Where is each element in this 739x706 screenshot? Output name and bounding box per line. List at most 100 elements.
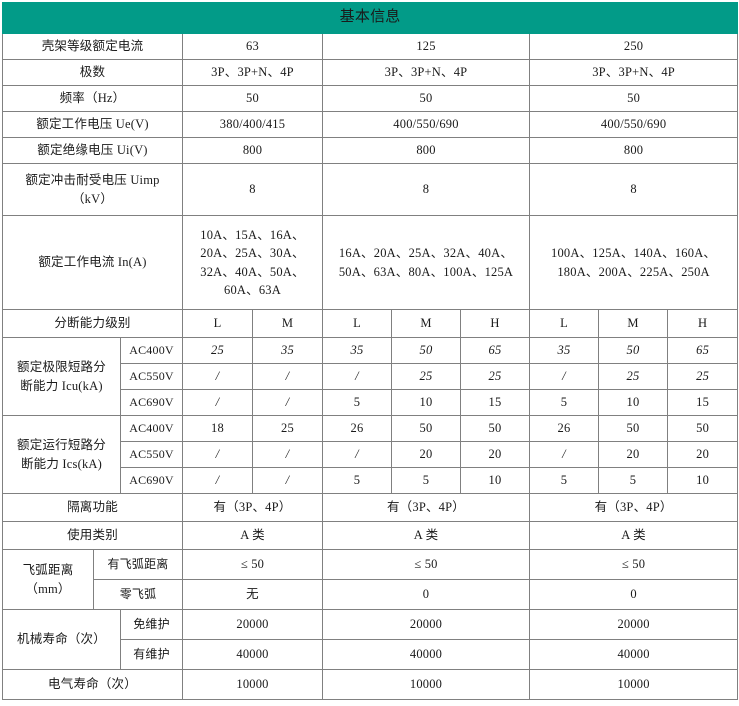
table-row-ics-ac400v: 额定运行短路分 断能力 Ics(kA) AC400V 18 25 26 50 5…: [2, 415, 739, 494]
cell-utilization-125: A 类: [322, 521, 530, 550]
cell-ics-ac550v-4: 20: [460, 441, 530, 468]
cell-mech-life-free-250: 20000: [528, 609, 739, 640]
cell-icu-ac690v-4: 15: [460, 389, 530, 416]
page-title: 基本信息: [1, 2, 739, 34]
cell-mech-life-maintained-63: 40000: [182, 639, 323, 670]
table-row-isolation: 隔离功能 有（3P、4P） 有（3P、4P） 有（3P、4P）: [2, 493, 739, 522]
sub-label-ics-ac690v: AC690V: [120, 467, 183, 494]
cell-frame-rating-250: 250: [528, 33, 739, 60]
row-label-poles: 极数: [2, 59, 183, 86]
cell-elec-life-250: 10000: [528, 669, 739, 700]
table-row-arc-distance-with: 飞弧距离 （mm） 有飞弧距离 ≤ 50 ≤ 50 ≤ 50: [2, 549, 739, 610]
table-row-electrical-life: 电气寿命（次） 10000 10000 10000: [2, 669, 739, 700]
cell-icu-ac550v-6: 25: [598, 363, 668, 390]
row-label-icu-line1: 额定极限短路分: [17, 360, 106, 375]
cell-icu-ac550v-4: 25: [460, 363, 530, 390]
cell-utilization-63: A 类: [182, 521, 323, 550]
cell-ics-ac400v-1: 25: [252, 415, 323, 442]
cell-isolation-125: 有（3P、4P）: [322, 493, 530, 522]
cell-poles-250: 3P、3P+N、4P: [528, 59, 739, 86]
cell-icu-ac400v-4: 65: [460, 337, 530, 364]
cell-uimp-63: 8: [182, 163, 323, 216]
cell-ics-ac690v-5: 5: [529, 467, 599, 494]
cell-ics-ac400v-4: 50: [460, 415, 530, 442]
cell-mech-life-maintained-125: 40000: [322, 639, 530, 670]
cell-icu-ac690v-2: 5: [322, 389, 392, 416]
cell-icu-ac550v-5: /: [529, 363, 599, 390]
table-row-poles: 极数 3P、3P+N、4P 3P、3P+N、4P 3P、3P+N、4P: [2, 59, 739, 86]
sub-label-ics-ac400v: AC400V: [120, 415, 183, 442]
row-label-uimp-line1: 额定冲击耐受电压 Uimp: [25, 173, 160, 188]
cell-arc-distance-zero-63: 无: [182, 579, 323, 610]
table-row-breaking-capacity-class: 分断能力级别 L M L M H L M H: [2, 309, 739, 338]
cell-arc-distance-zero-125: 0: [322, 579, 530, 610]
cell-icu-ac690v-0: /: [182, 389, 253, 416]
cell-frequency-63: 50: [182, 85, 323, 112]
cell-ics-ac550v-1: /: [252, 441, 323, 468]
cell-ics-ac690v-4: 10: [460, 467, 530, 494]
cell-ics-ac550v-0: /: [182, 441, 253, 468]
cell-ics-ac400v-3: 50: [391, 415, 461, 442]
cell-ics-ac550v-5: /: [529, 441, 599, 468]
cell-breaking-class-5: L: [529, 309, 599, 338]
cell-icu-ac400v-5: 35: [529, 337, 599, 364]
cell-ui-250: 800: [528, 137, 739, 164]
table-row-frame-rating: 壳架等级额定电流 63 125 250: [2, 33, 739, 60]
sub-label-mech-life-maintained: 有维护: [120, 639, 183, 670]
row-label-ics: 额定运行短路分 断能力 Ics(kA): [2, 415, 121, 494]
cell-breaking-class-7: H: [666, 309, 739, 338]
cell-icu-ac400v-1: 35: [252, 337, 323, 364]
cell-in-125: 16A、20A、25A、32A、40A、50A、63A、80A、100A、125…: [322, 215, 530, 310]
cell-icu-ac550v-3: 25: [391, 363, 461, 390]
cell-mech-life-free-63: 20000: [182, 609, 323, 640]
row-label-uimp-line2: （kV）: [71, 191, 114, 206]
table-row-rated-working-voltage: 额定工作电压 Ue(V) 380/400/415 400/550/690 400…: [2, 111, 739, 138]
cell-ics-ac550v-2: /: [322, 441, 392, 468]
table-row-arc-distance-zero: 零飞弧 无 0 0: [3, 579, 739, 610]
cell-mech-life-maintained-250: 40000: [528, 639, 739, 670]
cell-breaking-class-2: L: [322, 309, 392, 338]
table-row-frequency: 频率（Hz） 50 50 50: [2, 85, 739, 112]
cell-uimp-125: 8: [322, 163, 530, 216]
cell-breaking-class-0: L: [182, 309, 253, 338]
cell-ics-ac690v-7: 10: [666, 467, 739, 494]
sub-label-icu-ac400v: AC400V: [120, 337, 183, 364]
cell-icu-ac550v-0: /: [182, 363, 253, 390]
cell-ics-ac690v-3: 5: [391, 467, 461, 494]
cell-icu-ac400v-2: 35: [322, 337, 392, 364]
row-label-mech-life: 机械寿命（次）: [2, 609, 121, 670]
cell-ics-ac400v-5: 26: [529, 415, 599, 442]
row-label-in: 额定工作电流 In(A): [2, 215, 183, 310]
cell-icu-ac690v-6: 10: [598, 389, 668, 416]
sub-label-icu-ac550v: AC550V: [120, 363, 183, 390]
cell-ui-63: 800: [182, 137, 323, 164]
cell-in-250: 100A、125A、140A、160A、180A、200A、225A、250A: [528, 215, 739, 310]
table-row-rated-insulation-voltage: 额定绝缘电压 Ui(V) 800 800 800: [2, 137, 739, 164]
sub-label-mech-life-free: 免维护: [120, 609, 183, 640]
cell-mech-life-free-125: 20000: [322, 609, 530, 640]
cell-icu-ac690v-7: 15: [666, 389, 739, 416]
cell-isolation-250: 有（3P、4P）: [528, 493, 739, 522]
row-label-breaking-class: 分断能力级别: [2, 309, 183, 338]
cell-breaking-class-4: H: [460, 309, 530, 338]
cell-elec-life-63: 10000: [182, 669, 323, 700]
cell-ics-ac400v-0: 18: [182, 415, 253, 442]
table-row-utilization-category: 使用类别 A 类 A 类 A 类: [2, 521, 739, 550]
cell-icu-ac400v-7: 65: [666, 337, 739, 364]
sub-label-arc-distance-zero: 零飞弧: [93, 579, 183, 610]
cell-ics-ac550v-6: 20: [598, 441, 668, 468]
cell-in-63: 10A、15A、16A、20A、25A、30A、32A、40A、50A、60A、…: [182, 215, 323, 310]
cell-frequency-125: 50: [322, 85, 530, 112]
row-label-ue: 额定工作电压 Ue(V): [2, 111, 183, 138]
cell-arc-distance-with-250: ≤ 50: [528, 549, 739, 580]
cell-icu-ac550v-2: /: [322, 363, 392, 390]
cell-icu-ac400v-3: 50: [391, 337, 461, 364]
cell-poles-125: 3P、3P+N、4P: [322, 59, 530, 86]
table-row-icu-ac400v: 额定极限短路分 断能力 Icu(kA) AC400V 25 35 35 50 6…: [2, 337, 739, 416]
row-label-frame-rating: 壳架等级额定电流: [2, 33, 183, 60]
sub-label-arc-distance-with: 有飞弧距离: [93, 549, 183, 580]
row-label-arc-distance-line2: （mm）: [25, 581, 71, 596]
cell-ics-ac690v-6: 5: [598, 467, 668, 494]
cell-ics-ac400v-7: 50: [666, 415, 739, 442]
